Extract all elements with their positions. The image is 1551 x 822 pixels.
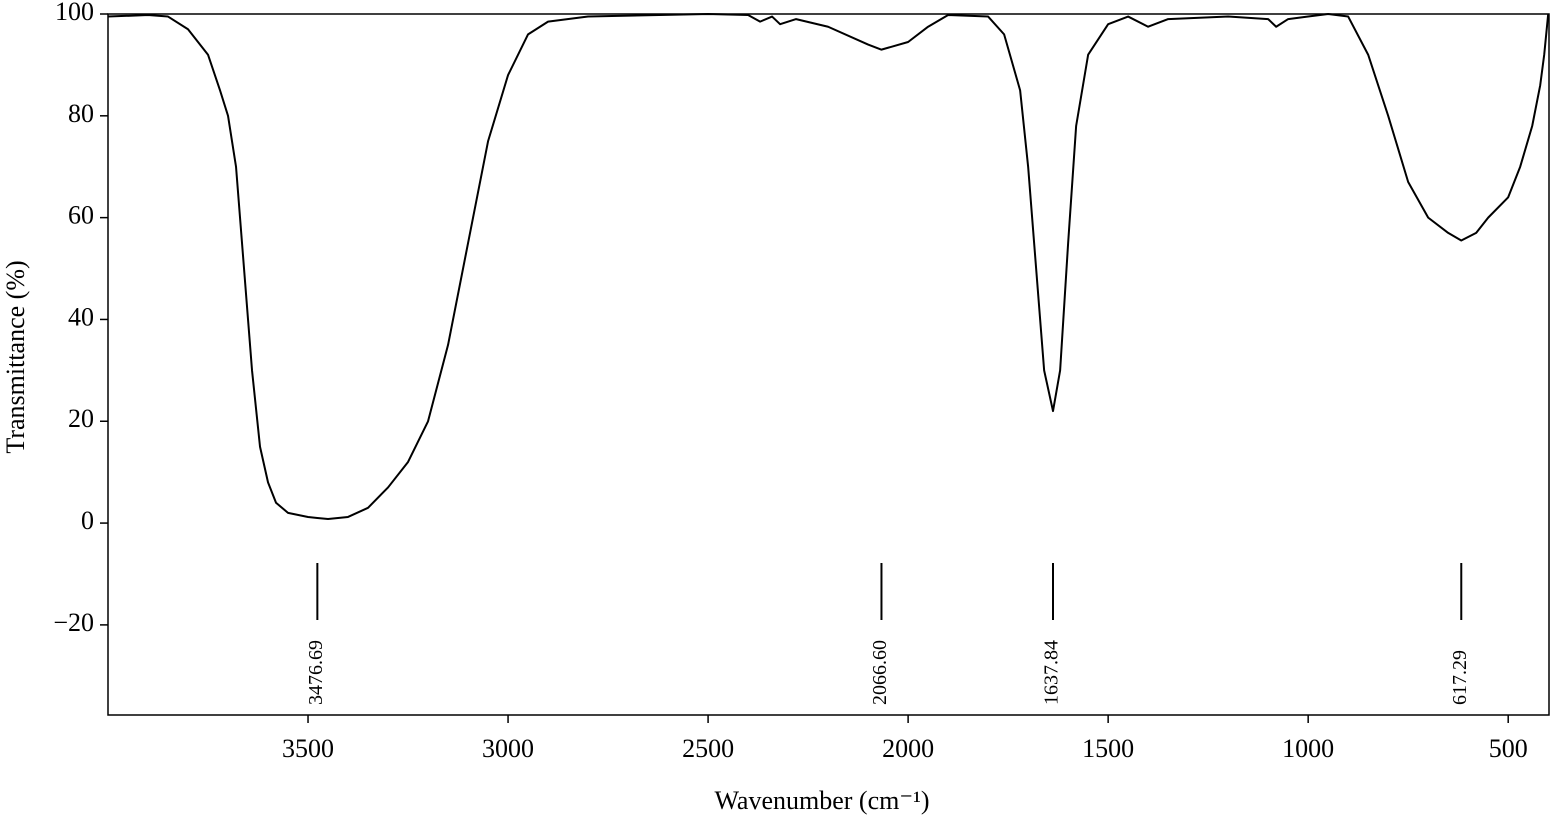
y-tick-label: 0: [81, 506, 94, 535]
y-tick-label: 20: [68, 404, 94, 433]
y-tick-label: 100: [55, 0, 94, 26]
x-tick-label: 2000: [882, 734, 934, 763]
spectrum-line: [107, 13, 1550, 521]
peak-label: 2066.60: [869, 640, 891, 705]
y-axis-label: Transmittance (%): [1, 260, 30, 453]
peak-label: 1637.84: [1041, 640, 1063, 705]
y-tick-label: 60: [68, 201, 94, 230]
y-tick-label: −20: [53, 608, 94, 637]
peak-label: 3476.69: [305, 640, 327, 705]
peak-label: 617.29: [1449, 650, 1471, 705]
x-axis-label: Wavenumber (cm⁻¹): [714, 786, 929, 815]
x-tick-label: 1500: [1082, 734, 1134, 763]
y-tick-label: 40: [68, 302, 94, 331]
x-tick-label: 500: [1489, 734, 1528, 763]
x-tick-label: 3500: [282, 734, 334, 763]
x-tick-label: 3000: [482, 734, 534, 763]
x-tick-label: 2500: [682, 734, 734, 763]
x-tick-label: 1000: [1282, 734, 1334, 763]
y-tick-label: 80: [68, 99, 94, 128]
plot-frame: [107, 13, 1550, 716]
